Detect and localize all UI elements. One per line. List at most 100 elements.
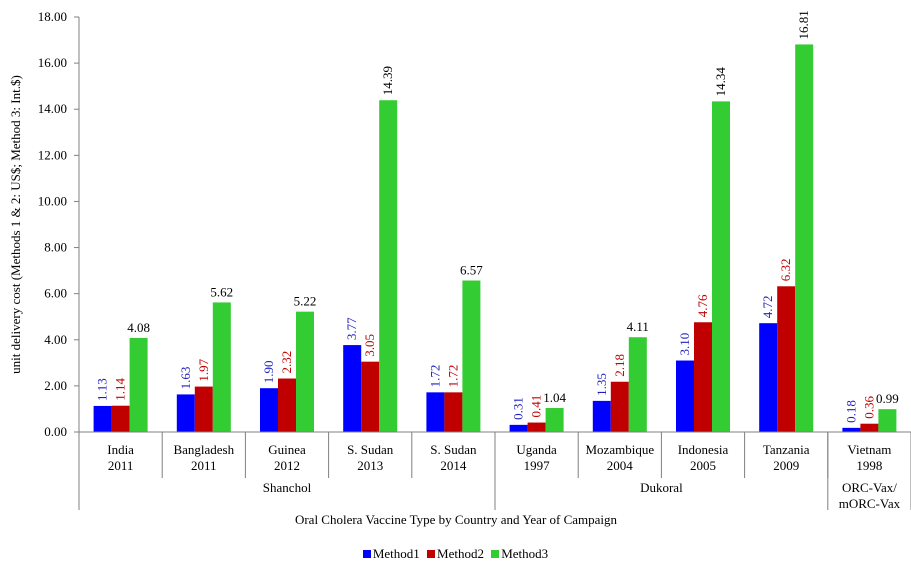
x-category-label: 2012 [274,458,300,473]
data-label: 1.97 [196,358,211,381]
bar-method3 [462,280,481,432]
x-category-label: 1997 [524,458,551,473]
bar-method1 [509,424,528,432]
data-label: 16.81 [796,10,811,39]
bar-method1 [343,345,362,432]
x-category-label: Guinea [268,442,306,457]
data-label: 0.36 [861,395,876,418]
bars: 1.13 1.63 1.90 3.77 1.72 0.31 1.35 3.10 4.72 0.18… [93,10,899,433]
x-axis-title: Oral Cholera Vaccine Type by Country and… [295,512,618,527]
bar-method3 [296,311,314,432]
y-tick-label: 12.00 [38,147,67,162]
x-category-label: Indonesia [678,442,729,457]
data-label: 1.13 [95,378,110,401]
x-category-label: 2004 [607,458,634,473]
bar-method3 [878,409,897,432]
data-label: 14.39 [380,66,395,95]
x-category-label: Uganda [516,442,557,457]
legend-label-method2: Method2 [437,546,484,561]
legend-item-method2: Method2 [427,546,484,562]
data-label: 0.18 [843,400,858,423]
bar-method2 [694,322,712,432]
data-label: 4.11 [627,319,649,334]
bar-method3 [129,337,148,432]
data-label: 4.76 [695,294,710,317]
bar-chart: 0.00 2.00 4.00 6.00 8.00 10.00 12.00 14.00 16.00… [8,9,911,527]
x-category-label: 1998 [856,458,882,473]
bar-method2 [860,423,879,432]
data-label: 1.63 [178,367,193,390]
bar-method3 [795,44,814,433]
data-label: 6.57 [460,263,483,278]
x-category-label: Bangladesh [173,442,234,457]
x-category-label: S. Sudan [347,442,394,457]
legend-swatch-method1 [362,550,371,558]
y-tick-label: 0.00 [44,424,67,439]
bar-method3 [212,302,231,432]
y-tick-label: 18.00 [38,9,67,24]
x-category-label: 2011 [108,458,134,473]
data-label: 5.22 [294,294,317,309]
data-label: 1.14 [113,377,128,400]
x-group-label: Dukoral [640,480,683,495]
bar-method1 [426,392,445,432]
data-label: 5.62 [210,284,233,299]
data-label: 4.72 [760,295,775,318]
bar-method3 [379,100,398,432]
y-tick-label: 10.00 [38,193,67,208]
bar-method2 [777,286,796,432]
data-label: 1.04 [543,390,566,405]
bar-method1 [676,360,694,432]
y-tick-label: 4.00 [44,332,67,347]
data-label: 3.05 [362,334,377,357]
bar-method1 [592,400,611,432]
y-axis: 0.00 2.00 4.00 6.00 8.00 10.00 12.00 14.00 16.00… [38,9,80,439]
bar-method1 [93,405,112,432]
bar-method1 [759,323,778,432]
x-category-label: Mozambique [586,442,655,457]
legend-label-method1: Method1 [372,546,420,561]
bar-method2 [111,405,130,432]
x-group-label: mORC-Vax [839,496,901,511]
bar-method1 [260,388,278,432]
bar-method1 [176,394,195,432]
legend-swatch-method2 [427,550,436,558]
bar-method3 [712,101,730,432]
y-axis-title: unit delivery cost (Methods 1 & 2: US$; … [8,75,23,374]
bar-method1 [842,427,861,432]
data-label: 2.18 [612,354,627,377]
data-label: 0.31 [511,397,526,420]
bar-method2 [361,361,380,432]
data-label: 6.32 [778,259,793,282]
y-tick-label: 14.00 [38,101,67,116]
x-category-label: Tanzania [763,442,810,457]
y-tick-label: 2.00 [44,378,67,393]
bar-method2 [278,378,296,432]
x-category-label: 2013 [357,458,383,473]
data-label: 2.32 [279,351,294,374]
x-group-label: ORC-Vax/ [842,480,897,495]
x-category-label: 2014 [440,458,467,473]
y-tick-label: 8.00 [44,240,67,255]
legend-item-method1: Method1 [362,546,420,562]
legend-swatch-method3 [491,550,500,558]
x-category-label: Vietnam [847,442,891,457]
bar-method2 [444,392,463,432]
data-label: 1.90 [261,360,276,383]
legend: Method1 Method2 Method3 [0,546,911,562]
data-label: 1.72 [445,365,460,388]
data-label: 3.10 [677,333,692,356]
data-label: 14.34 [713,67,728,97]
bar-method3 [628,337,647,432]
x-category-label: 2011 [191,458,217,473]
data-label: 0.41 [529,395,544,418]
bar-method2 [527,422,546,432]
data-label: 1.72 [427,365,442,388]
data-label: 3.77 [344,317,359,340]
data-label: 1.35 [594,373,609,396]
x-category-label: 2005 [690,458,716,473]
bar-method2 [194,386,213,432]
bar-method2 [610,381,629,432]
data-label: 0.99 [876,391,899,406]
